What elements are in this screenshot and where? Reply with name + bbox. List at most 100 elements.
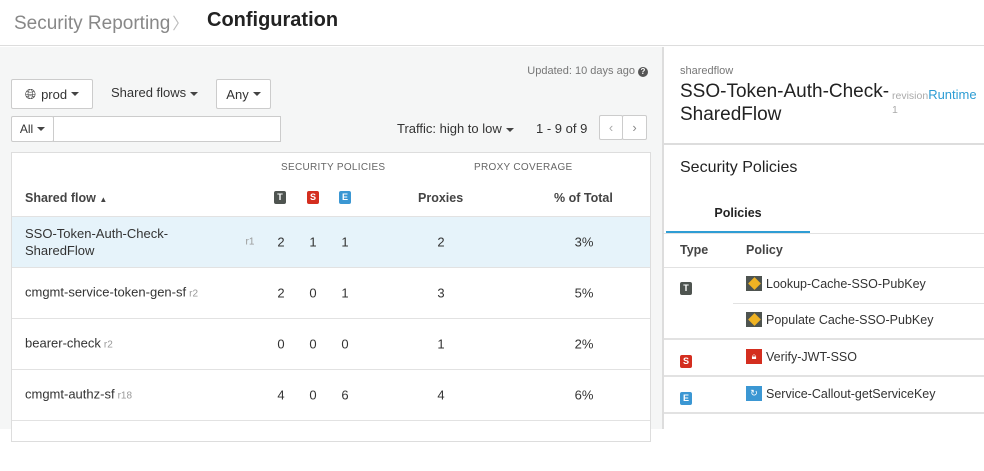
pagination-text: 1 - 9 of 9 (536, 121, 588, 136)
security-policies-group-header: SECURITY POLICIES (281, 162, 386, 173)
caret-down-icon (71, 92, 80, 96)
proxies-count: 4 (437, 387, 445, 403)
divider (664, 412, 984, 414)
policy-name: Populate Cache-SSO-PubKey (766, 312, 934, 327)
globe-icon: 🌐︎ (24, 85, 37, 102)
detail-panel: sharedflow SSO-Token-Auth-Check-SharedFl… (662, 47, 984, 429)
type-t-badge: T (274, 191, 286, 204)
updated-text: Updated: 10 days ago (527, 65, 635, 77)
proxies-column-header[interactable]: Proxies (418, 191, 464, 205)
type-t-badge: T (680, 282, 692, 295)
revision-label: revision (892, 90, 929, 102)
type-s-badge: S (680, 355, 692, 368)
s-count: 0 (309, 387, 317, 403)
cache-policy-icon (746, 276, 762, 291)
revision: r1 (245, 236, 255, 248)
table-row[interactable] (12, 420, 650, 471)
policy-item[interactable]: Lookup-Cache-SSO-PubKey (746, 276, 926, 291)
divider (664, 338, 984, 340)
s-count: 1 (309, 234, 317, 250)
breadcrumb-link[interactable]: Security Reporting (14, 13, 171, 34)
flow-name: cmgmt-service-token-gen-sf (25, 284, 187, 300)
tab-policies[interactable]: Policies (666, 197, 810, 233)
pct-total-column-header[interactable]: % of Total (554, 191, 613, 205)
policy-item[interactable]: Populate Cache-SSO-PubKey (746, 312, 933, 327)
any-filter-label: Any (226, 86, 249, 102)
lock-icon: 🔒︎ (746, 349, 762, 364)
pct-total: 5% (574, 285, 594, 301)
next-page-button[interactable]: › (622, 115, 647, 140)
search-input[interactable] (53, 116, 281, 142)
divider (664, 267, 984, 268)
type-column-header: Type (680, 243, 709, 257)
policy-name: Verify-JWT-SSO (766, 349, 857, 364)
shared-flow-table: SECURITY POLICIES PROXY COVERAGE Shared … (11, 152, 651, 442)
prev-page-button[interactable]: ‹ (599, 115, 623, 140)
flow-name-cell: cmgmt-service-token-gen-sf r2 (25, 284, 198, 303)
chevron-right-icon: 〉 (172, 16, 189, 33)
page-title: Configuration (207, 9, 339, 31)
table-row[interactable]: SSO-Token-Auth-Check-SharedFlow r1 2 1 1… (12, 216, 650, 267)
shared-flow-header-label: Shared flow (25, 191, 96, 205)
caret-down-icon (37, 127, 46, 131)
revision: r2 (103, 339, 113, 351)
cache-policy-icon (746, 312, 762, 327)
pct-total: 2% (574, 336, 594, 352)
policy-item[interactable]: ↻ Service-Callout-getServiceKey (746, 386, 936, 401)
flow-name-cell: cmgmt-authz-sf r18 (25, 386, 132, 405)
sort-dropdown[interactable]: Traffic: high to low (397, 121, 514, 136)
shared-flow-column-header[interactable]: Shared flow ▲ (25, 191, 107, 205)
breadcrumb[interactable]: Security Reporting 〉 (14, 10, 192, 35)
t-count: 0 (277, 336, 285, 352)
type-filter-dropdown[interactable]: Shared flows (111, 85, 199, 100)
policy-item[interactable]: 🔒︎ Verify-JWT-SSO (746, 349, 857, 364)
table-row[interactable]: cmgmt-service-token-gen-sf r2 2 0 1 3 5% (12, 267, 650, 318)
t-count: 2 (277, 234, 285, 250)
pct-total: 6% (574, 387, 594, 403)
e-count: 1 (341, 234, 349, 250)
updated-status: Updated: 10 days ago ? (527, 65, 648, 77)
detail-title: SSO-Token-Auth-Check-SharedFlow (680, 81, 890, 125)
t-count: 2 (277, 285, 285, 301)
t-count: 4 (277, 387, 285, 403)
search-scope-dropdown[interactable]: All (11, 116, 54, 142)
divider (664, 375, 984, 377)
service-callout-icon: ↻ (746, 386, 762, 401)
policy-name: Service-Callout-getServiceKey (766, 386, 936, 401)
caret-down-icon (252, 92, 261, 96)
type-e-badge: E (339, 191, 351, 204)
divider (664, 233, 984, 234)
table-row[interactable]: bearer-check r2 0 0 0 1 2% (12, 318, 650, 369)
help-icon[interactable]: ? (638, 67, 648, 77)
revision: r18 (117, 390, 133, 402)
sort-label: Traffic: high to low (397, 121, 502, 136)
revision-number: 1 (892, 104, 898, 116)
pct-total: 3% (574, 234, 594, 250)
flow-name: SSO-Token-Auth-Check-SharedFlow (25, 226, 169, 258)
proxies-count: 3 (437, 285, 445, 301)
s-count: 0 (309, 336, 317, 352)
section-title: Security Policies (680, 159, 798, 176)
any-filter-dropdown[interactable]: Any (216, 79, 271, 109)
environment-value: prod (41, 86, 68, 102)
environment-dropdown[interactable]: 🌐︎ prod (11, 79, 93, 109)
runtime-link[interactable]: Runtime (928, 87, 977, 102)
caret-down-icon (190, 91, 199, 96)
type-s-badge: S (307, 191, 319, 204)
policy-name: Lookup-Cache-SSO-PubKey (766, 276, 926, 291)
flow-name-cell: bearer-check r2 (25, 335, 113, 354)
search-scope-label: All (19, 122, 34, 136)
e-count: 6 (341, 387, 349, 403)
sort-asc-icon: ▲ (99, 195, 108, 204)
flow-name: bearer-check (25, 335, 101, 351)
caret-down-icon (505, 127, 514, 132)
e-count: 1 (341, 285, 349, 301)
revision-info: revisionRuntime 1 (892, 88, 977, 117)
proxy-coverage-group-header: PROXY COVERAGE (474, 162, 573, 173)
report-panel: Updated: 10 days ago ? 🌐︎ prod Shared flo… (0, 47, 662, 442)
table-row[interactable]: cmgmt-authz-sf r18 4 0 6 4 6% (12, 369, 650, 420)
flow-name: cmgmt-authz-sf (25, 386, 115, 402)
proxies-count: 1 (437, 336, 445, 352)
divider (664, 143, 984, 145)
divider (733, 303, 984, 304)
